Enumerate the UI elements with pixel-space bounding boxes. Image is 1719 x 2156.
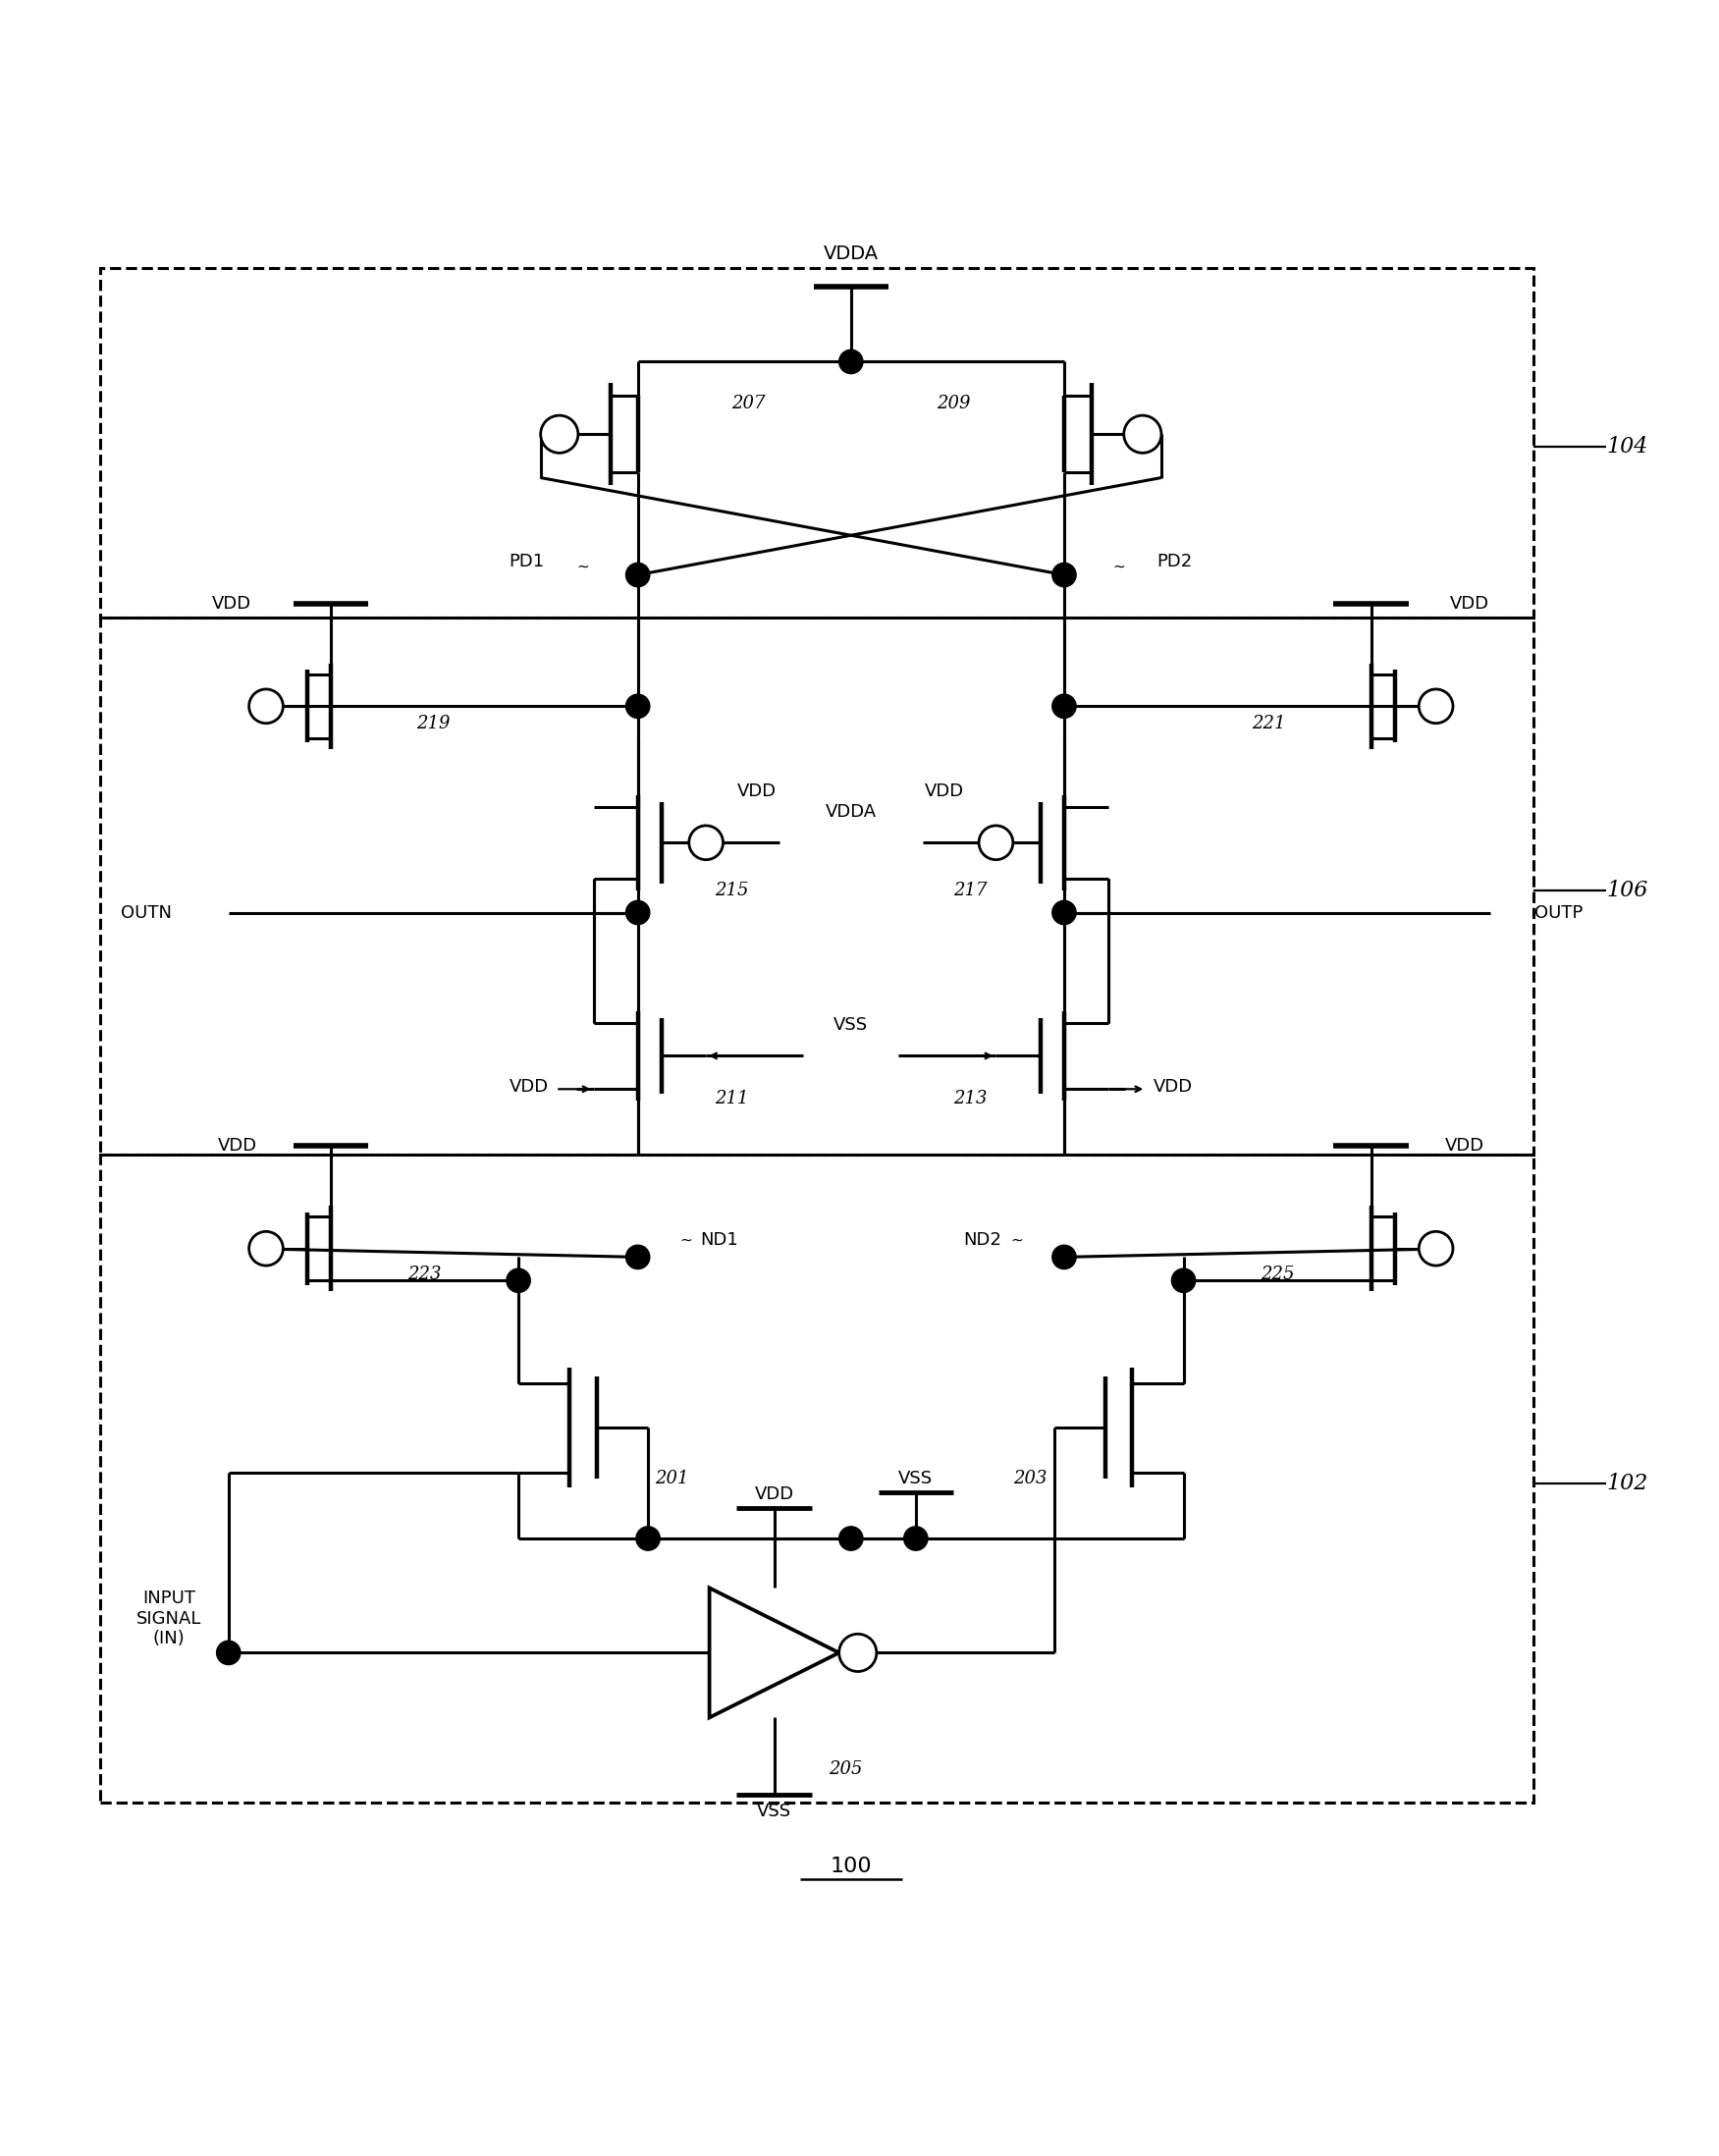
Circle shape (1418, 690, 1453, 722)
Text: 106: 106 (1606, 880, 1649, 901)
Circle shape (1052, 901, 1076, 925)
Text: 217: 217 (954, 882, 987, 899)
Text: VDD: VDD (211, 595, 251, 612)
Circle shape (507, 1268, 531, 1291)
Circle shape (1418, 1231, 1453, 1266)
Circle shape (839, 1634, 877, 1671)
Circle shape (626, 694, 650, 718)
Circle shape (978, 826, 1012, 860)
Text: ~: ~ (578, 558, 590, 573)
Text: VDD: VDD (217, 1138, 256, 1156)
Text: 209: 209 (937, 395, 970, 412)
Circle shape (217, 1641, 241, 1664)
Text: ND2: ND2 (963, 1231, 1002, 1248)
Circle shape (249, 690, 284, 722)
Text: VDD: VDD (1446, 1138, 1485, 1156)
Circle shape (626, 1246, 650, 1270)
Circle shape (904, 1526, 928, 1550)
Text: 213: 213 (954, 1089, 987, 1108)
Circle shape (626, 563, 650, 586)
Text: VDD: VDD (925, 783, 964, 800)
Circle shape (626, 901, 650, 925)
Text: ND1: ND1 (701, 1231, 739, 1248)
Text: 100: 100 (830, 1856, 872, 1876)
Text: INPUT
SIGNAL
(IN): INPUT SIGNAL (IN) (136, 1589, 201, 1647)
Text: 215: 215 (715, 882, 748, 899)
Text: 211: 211 (715, 1089, 748, 1108)
Circle shape (839, 349, 863, 373)
Circle shape (689, 826, 724, 860)
Circle shape (636, 1526, 660, 1550)
Text: ~: ~ (679, 1233, 691, 1248)
Text: 219: 219 (416, 714, 450, 733)
Text: 207: 207 (732, 395, 765, 412)
Text: VDD: VDD (509, 1078, 548, 1095)
Text: ~: ~ (1112, 558, 1124, 573)
Text: OUTN: OUTN (120, 903, 172, 921)
Text: VDD: VDD (737, 783, 777, 800)
Text: 225: 225 (1260, 1266, 1294, 1283)
Text: VDD: VDD (755, 1485, 794, 1503)
Text: 104: 104 (1606, 436, 1649, 457)
Text: 102: 102 (1606, 1473, 1649, 1494)
Text: VDD: VDD (1451, 595, 1490, 612)
Circle shape (249, 1231, 284, 1266)
Circle shape (1124, 416, 1162, 453)
Text: ~: ~ (1011, 1233, 1023, 1248)
Text: VSS: VSS (899, 1470, 933, 1488)
Circle shape (839, 1526, 863, 1550)
Text: PD1: PD1 (509, 552, 545, 569)
Text: 223: 223 (407, 1266, 442, 1283)
Circle shape (1052, 694, 1076, 718)
Text: VDDA: VDDA (825, 804, 877, 821)
Circle shape (1172, 1268, 1195, 1291)
Text: 203: 203 (1012, 1470, 1047, 1488)
Circle shape (540, 416, 578, 453)
Text: OUTP: OUTP (1535, 903, 1583, 921)
Text: VDD: VDD (1153, 1078, 1193, 1095)
Text: VSS: VSS (756, 1802, 791, 1820)
Text: 221: 221 (1251, 714, 1286, 733)
Text: 201: 201 (655, 1470, 689, 1488)
Text: VSS: VSS (834, 1015, 868, 1035)
Circle shape (1052, 1246, 1076, 1270)
Circle shape (1052, 563, 1076, 586)
Text: 205: 205 (829, 1759, 863, 1777)
Text: VDDA: VDDA (823, 246, 878, 263)
Text: PD2: PD2 (1157, 552, 1193, 569)
